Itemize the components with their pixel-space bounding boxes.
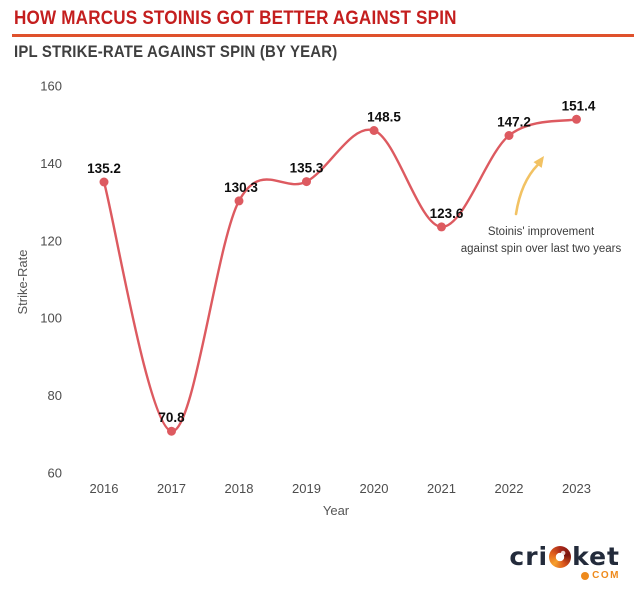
x-tick-label: 2019 [292,481,321,496]
y-tick-label: 60 [48,466,62,481]
data-point-label: 135.2 [87,161,121,176]
data-point-label: 135.3 [290,161,324,176]
data-point [302,177,311,187]
data-point [234,196,244,206]
x-axis-title: Year [323,503,350,518]
improvement-arrowhead-icon [533,156,544,168]
x-tick-label: 2018 [225,481,254,496]
y-tick-label: 120 [40,233,62,248]
data-point [369,126,379,135]
data-point [572,114,581,124]
cricket-ball-icon [549,546,572,568]
data-point [504,131,514,140]
y-tick-label: 80 [48,388,62,403]
logo-tld-text: COM [592,570,620,581]
x-tick-label: 2021 [427,481,456,496]
data-point-label: 148.5 [367,110,401,125]
y-tick-label: 160 [40,79,62,94]
cricket-logo: cri ket COM [509,543,620,581]
x-tick-label: 2016 [90,481,119,496]
data-point [167,426,176,436]
data-point-label: 147.2 [497,115,531,130]
logo-dot-icon [581,571,590,580]
logo-tld: COM [509,570,620,581]
y-axis-title: Strike-Rate [15,249,30,314]
logo-wordmark: cri ket [509,543,620,570]
line-chart: 60 80 100 120 140 160 2016 2017 2018 2019 2020 2021… [15,79,622,519]
title-divider [12,34,634,37]
data-point-label: 130.3 [224,180,258,195]
x-tick-label: 2020 [360,481,389,496]
trend-line [102,118,578,433]
x-tick-label: 2017 [157,481,186,496]
data-point-label: 151.4 [562,98,596,113]
logo-text-ket: ket [572,542,620,571]
data-point [99,177,109,187]
data-point-label: 123.6 [430,206,464,221]
logo-text-cri: cri [509,542,549,571]
annotation-line: Stoinis' improvement [488,226,595,238]
improvement-arrow [514,163,539,216]
data-point-label: 70.8 [158,410,185,425]
data-point [437,222,446,232]
annotation-line: against spin over last two years [461,243,622,255]
x-tick-label: 2023 [562,481,591,496]
y-tick-label: 140 [40,156,62,171]
x-tick-label: 2022 [495,481,524,496]
y-tick-label: 100 [40,311,62,326]
page-title: HOW MARCUS STOINIS GOT BETTER AGAINST SP… [14,8,457,29]
chart-subtitle: IPL STRIKE-RATE AGAINST SPIN (BY YEAR) [14,42,338,61]
